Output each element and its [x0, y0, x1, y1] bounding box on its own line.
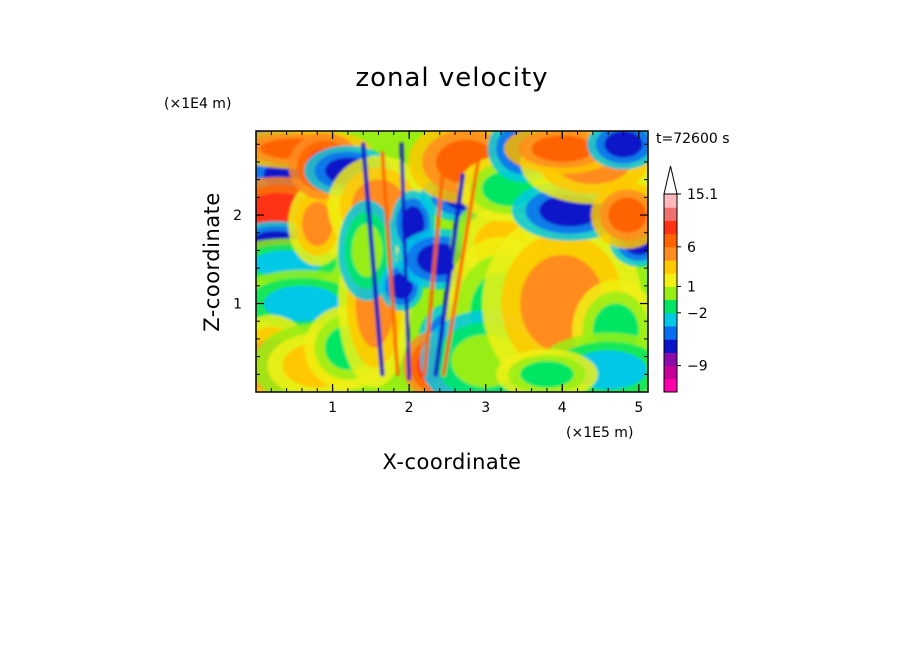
x-tick-label: 2 — [405, 400, 414, 416]
x-tick-label: 4 — [558, 400, 567, 416]
y-multiplier: (×1E4 m) — [164, 96, 231, 112]
colorbar-swatch — [664, 299, 677, 314]
contour-cell — [351, 223, 383, 277]
colorbar-swatch — [664, 365, 677, 380]
y-tick-label: 2 — [233, 208, 242, 224]
colorbar-swatch — [664, 246, 677, 261]
contour-streak — [380, 151, 400, 377]
colorbar-label: −9 — [687, 359, 708, 375]
contour-cell — [608, 197, 647, 233]
colorbar-label: 15.1 — [687, 187, 718, 203]
contour-streak — [433, 172, 466, 377]
contour-streak — [422, 160, 446, 377]
colorbar-label: 1 — [687, 279, 696, 295]
colorbar-swatch — [664, 220, 677, 235]
colorbar-frame — [663, 193, 678, 393]
contour-streak — [399, 142, 412, 381]
colorbar-swatch — [664, 273, 677, 287]
contour-cell — [263, 285, 341, 322]
plot-area — [256, 131, 648, 392]
colorbar-extend-arrow — [663, 165, 678, 195]
colorbar-swatch — [664, 312, 677, 327]
colorbar-swatch — [664, 339, 677, 353]
contour-cell — [520, 361, 574, 388]
colorbar-swatch — [664, 233, 677, 248]
y-tick-label: 1 — [233, 297, 242, 313]
contour-cell — [401, 206, 425, 242]
colorbar-swatch — [664, 207, 677, 221]
contour-streak — [360, 141, 385, 377]
colorbar: 15.1 6 1 −2 −9 — [663, 165, 718, 393]
x-multiplier: (×1E5 m) — [566, 425, 633, 441]
time-label: t=72600 s — [656, 131, 730, 147]
chart-title: zonal velocity — [355, 63, 548, 93]
x-tick-label: 1 — [328, 400, 337, 416]
colorbar-label: 6 — [687, 240, 696, 256]
colorbar-swatch — [664, 378, 677, 393]
y-axis-label: Z-coordinate — [200, 192, 224, 332]
colorbar-swatch — [664, 326, 677, 340]
contour-cell — [301, 201, 333, 247]
axis-ticks: 1 2 3 4 5 1 2 — [233, 131, 648, 416]
x-tick-label: 3 — [481, 400, 490, 416]
contour-cell — [604, 131, 643, 158]
colorbar-swatch — [664, 286, 677, 301]
contour-cell — [531, 135, 593, 162]
contour-streak — [441, 160, 480, 377]
colorbar-swatch — [664, 194, 677, 208]
x-axis-label: X-coordinate — [383, 450, 522, 474]
plot-frame — [255, 130, 649, 393]
field-contours — [256, 131, 648, 392]
colorbar-swatch — [664, 260, 677, 274]
colorbar-label: −2 — [687, 306, 708, 322]
x-tick-label: 5 — [634, 400, 643, 416]
colorbar-swatch — [664, 352, 677, 367]
